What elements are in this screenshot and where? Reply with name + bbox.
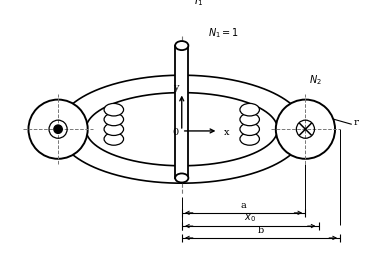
Ellipse shape xyxy=(240,103,259,116)
Text: b: b xyxy=(258,226,264,235)
Ellipse shape xyxy=(240,113,259,126)
Ellipse shape xyxy=(104,113,124,126)
Ellipse shape xyxy=(175,41,188,50)
Text: r: r xyxy=(354,119,358,127)
Text: $\Phi$: $\Phi$ xyxy=(295,110,304,122)
Ellipse shape xyxy=(29,100,88,159)
Ellipse shape xyxy=(54,125,62,133)
Text: x: x xyxy=(224,128,230,137)
Ellipse shape xyxy=(240,123,259,135)
Text: $N_1 = 1$: $N_1 = 1$ xyxy=(208,27,239,40)
Text: 0: 0 xyxy=(172,128,179,137)
Text: $I_1$: $I_1$ xyxy=(194,0,203,8)
Text: $S_T$: $S_T$ xyxy=(315,143,327,156)
Ellipse shape xyxy=(104,133,124,145)
Text: $N_2$: $N_2$ xyxy=(309,73,322,87)
Text: a: a xyxy=(241,201,246,210)
Ellipse shape xyxy=(104,123,124,135)
Text: y: y xyxy=(173,83,178,92)
Bar xyxy=(175,46,188,178)
Text: $x_0$: $x_0$ xyxy=(244,212,256,224)
Text: $\Phi$: $\Phi$ xyxy=(47,110,56,122)
Ellipse shape xyxy=(240,133,259,145)
Ellipse shape xyxy=(175,174,188,183)
Ellipse shape xyxy=(276,100,335,159)
Ellipse shape xyxy=(104,103,124,116)
